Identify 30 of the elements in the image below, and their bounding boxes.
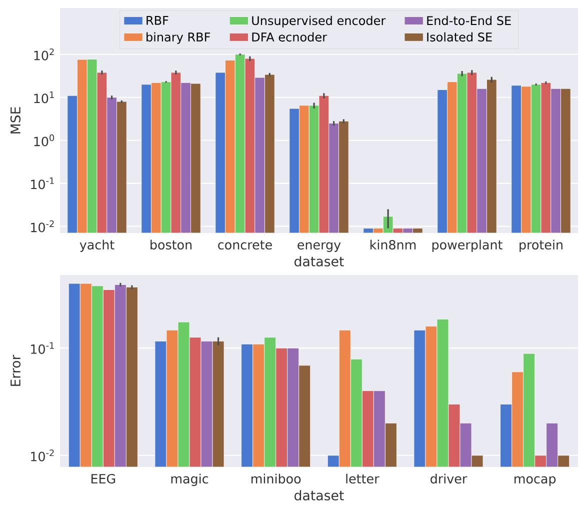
- y-tick-label: 10$^{1}$: [34, 92, 54, 104]
- legend-label: RBF: [146, 16, 168, 25]
- x-tick-label: concrete: [218, 240, 272, 250]
- x-tick-label: miniboo: [252, 474, 301, 484]
- x-tick-label: driver: [430, 474, 468, 484]
- y-tick-label: 10$^{-2}$: [31, 220, 54, 232]
- y-tick-label: 10$^{0}$: [34, 134, 54, 146]
- y-tick-label: 10$^{-1}$: [31, 342, 54, 354]
- y-tick-label: 10$^{-2}$: [31, 450, 54, 462]
- x-tick-label: boston: [150, 240, 192, 250]
- x-tick-label: letter: [346, 474, 380, 484]
- legend-label: DFA ecnoder: [252, 32, 328, 42]
- x-tick-label: kin8nm: [370, 240, 416, 250]
- x-tick-label: magic: [171, 474, 208, 486]
- legend-label: binary RBF: [146, 32, 210, 44]
- x-tick-label: protein: [520, 240, 562, 252]
- y-axis-title: Error: [10, 354, 21, 386]
- y-tick-label: 10$^{2}$: [34, 48, 54, 60]
- x-tick-label: powerplant: [432, 240, 502, 252]
- x-tick-label: energy: [298, 242, 341, 252]
- legend-label: End-to-End SE: [427, 16, 511, 26]
- x-axis-title: dataset: [294, 256, 344, 266]
- x-tick-label: yacht: [80, 240, 114, 252]
- x-tick-label: EEG: [91, 474, 116, 484]
- y-axis-title: MSE: [10, 107, 21, 134]
- legend-label: Unsupervised encoder: [252, 16, 386, 28]
- x-axis-title: dataset: [294, 490, 344, 500]
- x-tick-label: mocap: [514, 476, 556, 486]
- y-tick-label: 10$^{-1}$: [31, 178, 54, 190]
- legend-label: Isolated SE: [427, 32, 492, 42]
